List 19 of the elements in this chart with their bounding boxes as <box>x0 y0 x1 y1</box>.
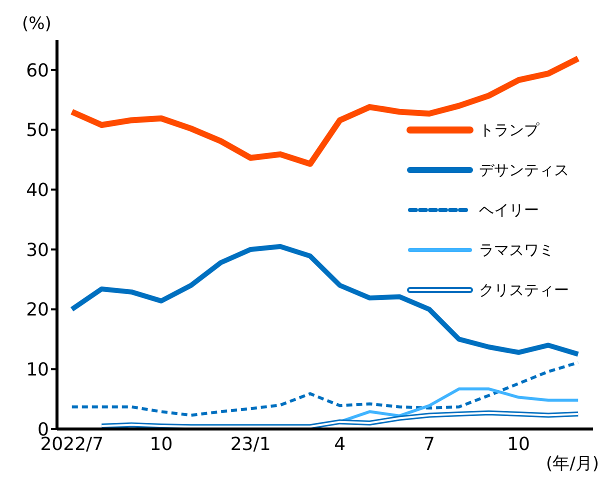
y-tick-label: 20 <box>26 300 49 321</box>
y-tick-label: 10 <box>26 360 49 381</box>
y-tick-label: 50 <box>26 120 49 142</box>
x-tick-label: 10 <box>150 434 173 455</box>
x-axis-title: (年/月) <box>546 453 599 475</box>
x-tick-label: 4 <box>334 434 346 455</box>
legend-label: クリスティー <box>479 280 569 300</box>
legend-label: ラマスワミ <box>479 240 554 260</box>
y-tick-label: 60 <box>26 60 49 82</box>
legend-label: トランプ <box>479 120 539 140</box>
legend-label: デサンティス <box>479 160 569 180</box>
y-tick-label: 30 <box>26 240 49 261</box>
y-tick-label: 40 <box>26 180 49 202</box>
x-tick-label: 10 <box>507 434 530 455</box>
y-axis-title: (%) <box>22 14 52 34</box>
legend-label: ヘイリー <box>479 200 539 220</box>
line-series <box>70 361 580 417</box>
x-tick-label: 7 <box>423 434 435 455</box>
x-tick-label: 23/1 <box>230 434 271 455</box>
